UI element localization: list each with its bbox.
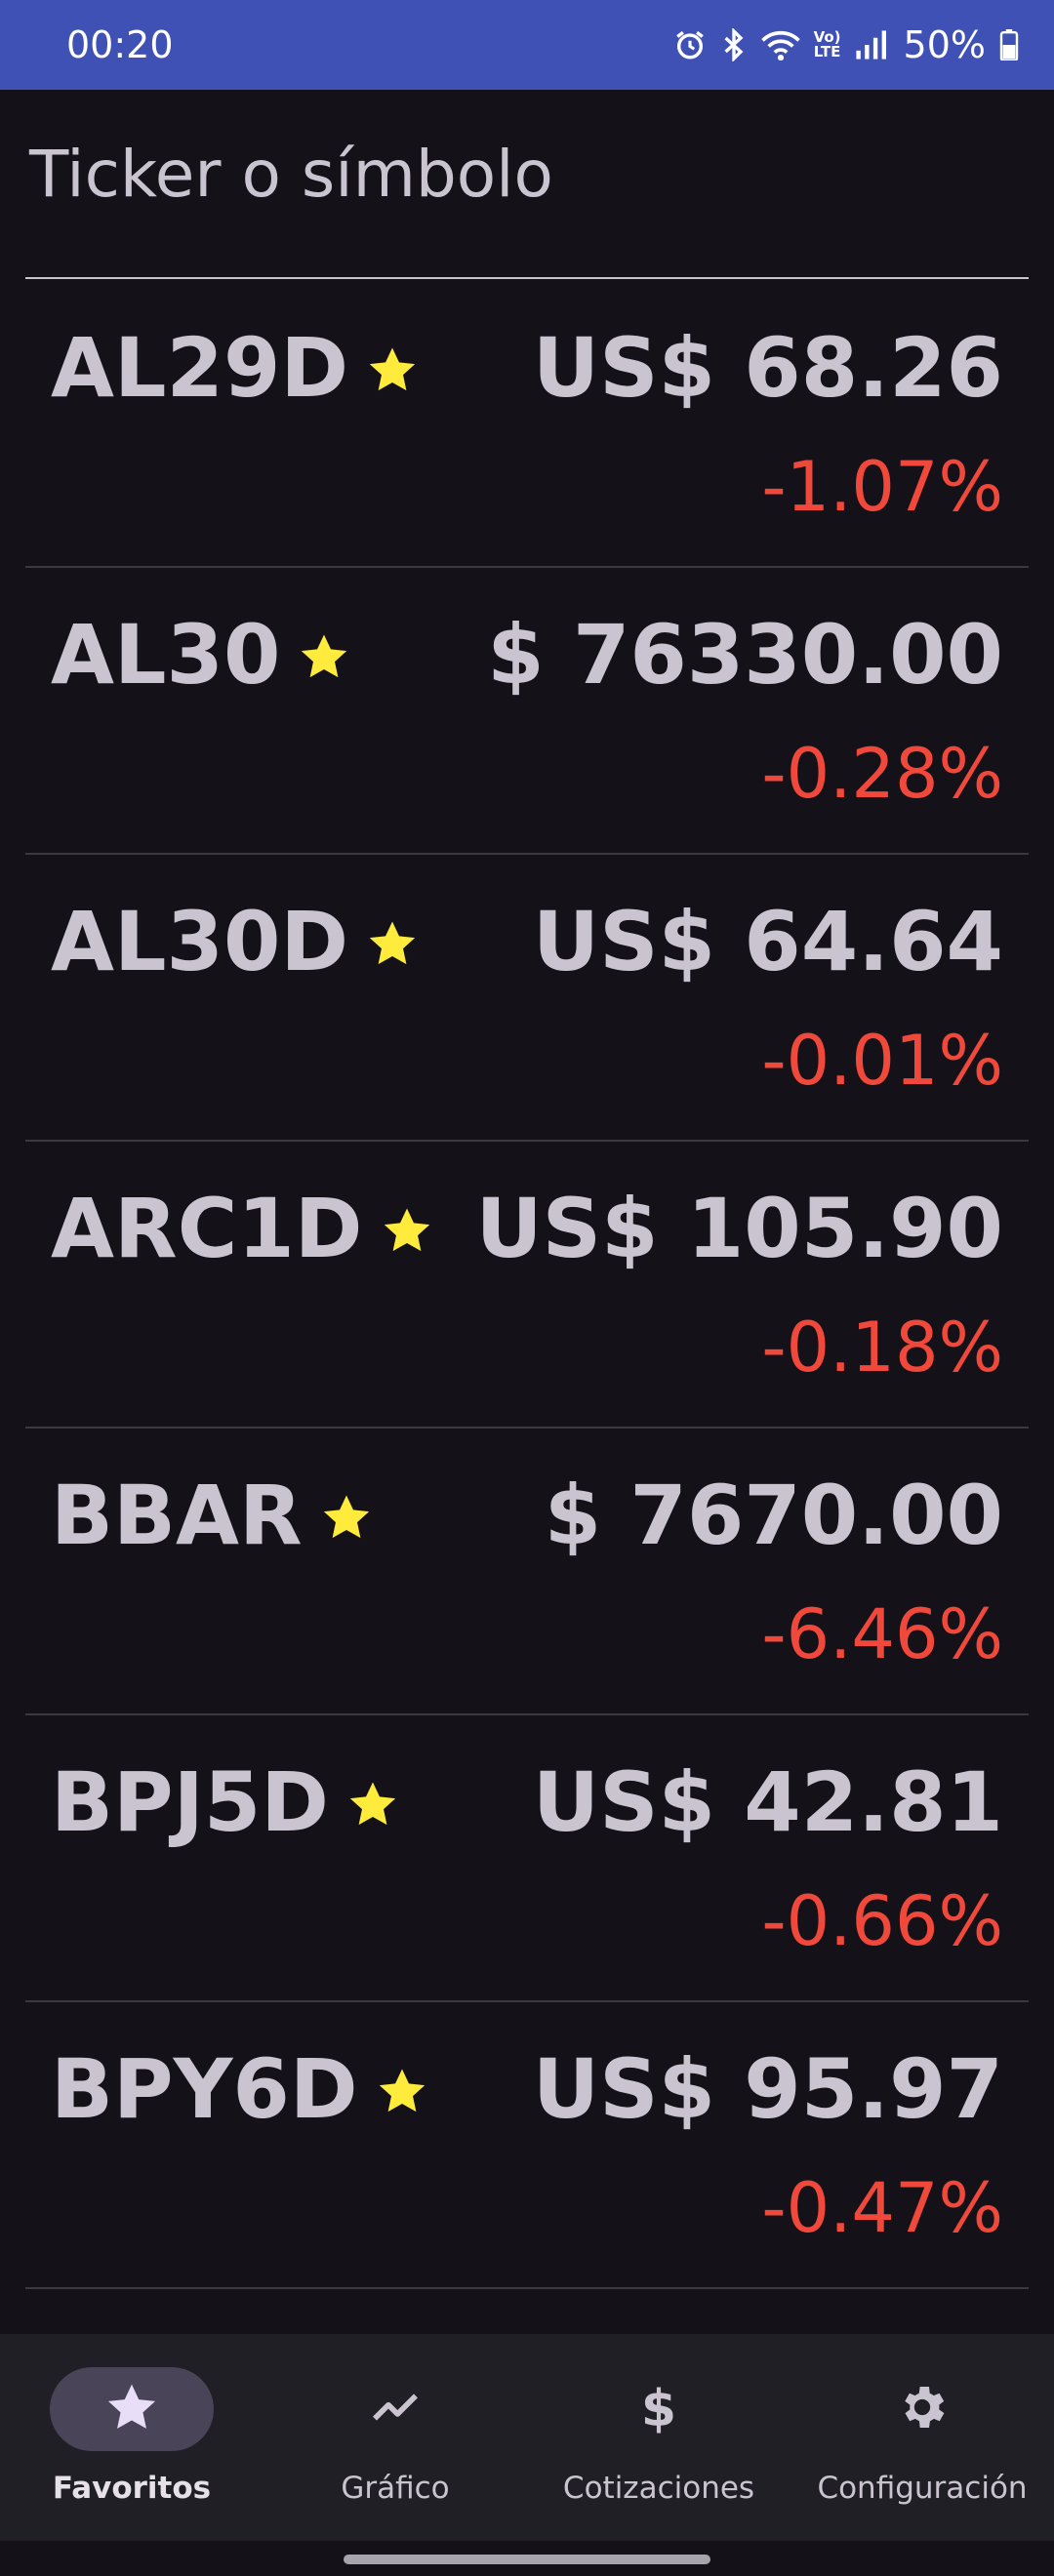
volte-icon: Vo) LTE (814, 30, 841, 60)
nav-icon-container: $ (577, 2367, 741, 2451)
dollar-icon: $ (640, 2380, 677, 2438)
quote-price: US$ 42.81 (532, 1754, 1003, 1850)
star-icon (104, 2380, 159, 2439)
quote-change: -0.28% (761, 734, 1003, 814)
nav-label: Gráfico (341, 2471, 450, 2506)
quote-change: -6.46% (761, 1594, 1003, 1674)
volte-top-label: Vo) (813, 28, 841, 46)
quote-change: -0.47% (761, 2168, 1003, 2248)
ticker-label: AL29D (51, 320, 349, 416)
gesture-handle[interactable] (344, 2555, 710, 2564)
quote-row[interactable]: AL29D US$ 68.26 -1.07% (25, 281, 1029, 568)
quote-row[interactable]: AL30 $ 76330.00 -0.28% (25, 568, 1029, 855)
ticker-symbol: AL30 (51, 607, 350, 703)
quote-change: -0.66% (761, 1881, 1003, 1961)
favorite-star-icon[interactable] (366, 894, 419, 989)
signal-icon (855, 30, 886, 60)
bluetooth-icon (720, 28, 748, 61)
battery-percent: 50% (903, 23, 986, 66)
quote-price: US$ 105.90 (475, 1181, 1003, 1276)
ticker-label: ARC1D (51, 1181, 363, 1276)
search-placeholder: Ticker o símbolo (29, 136, 553, 212)
quote-row[interactable]: BPJ5D US$ 42.81 -0.66% (25, 1715, 1029, 2002)
ticker-label: BBAR (51, 1468, 303, 1563)
status-time: 00:20 (66, 23, 174, 66)
nav-label: Configuración (817, 2471, 1028, 2506)
ticker-symbol: AL30D (51, 894, 419, 989)
nav-icon-container (840, 2367, 1004, 2451)
wifi-icon (760, 28, 800, 61)
volte-bottom-label: LTE (813, 43, 841, 60)
search-input[interactable]: Ticker o símbolo (25, 90, 1029, 279)
alarm-icon (673, 28, 707, 61)
gear-icon (895, 2380, 950, 2439)
status-icons: Vo) LTE 50% (673, 23, 1019, 66)
nav-icon-container (313, 2367, 477, 2451)
status-bar: 00:20 Vo) LTE 50% (0, 0, 1054, 90)
quote-price: $ 76330.00 (487, 607, 1003, 703)
quote-price: $ 7670.00 (544, 1468, 1003, 1563)
quote-row[interactable]: BBAR $ 7670.00 -6.46% (25, 1429, 1029, 1715)
quote-row[interactable]: ARC1D US$ 105.90 -0.18% (25, 1142, 1029, 1429)
quote-change: -0.01% (761, 1021, 1003, 1101)
quote-price: US$ 95.97 (532, 2041, 1003, 2137)
ticker-label: AL30 (51, 607, 281, 703)
favorite-star-icon[interactable] (346, 1754, 399, 1850)
nav-active-indicator (50, 2367, 214, 2451)
nav-item-cotizaciones[interactable]: $ Cotizaciones (527, 2334, 790, 2541)
ticker-symbol: BPJ5D (51, 1754, 399, 1850)
nav-item-favoritos[interactable]: Favoritos (0, 2334, 264, 2541)
favorite-star-icon[interactable] (381, 1181, 433, 1276)
quote-row[interactable]: BPY6D US$ 95.97 -0.47% (25, 2002, 1029, 2289)
nav-label: Cotizaciones (562, 2471, 755, 2506)
ticker-label: BPY6D (51, 2041, 358, 2137)
nav-item-grafico[interactable]: Gráfico (264, 2334, 527, 2541)
nav-label: Favoritos (52, 2471, 212, 2506)
favorite-star-icon[interactable] (366, 320, 419, 416)
quote-price: US$ 64.64 (532, 894, 1003, 989)
favorite-star-icon[interactable] (376, 2041, 428, 2137)
quotes-list[interactable]: AL29D US$ 68.26 -1.07% AL30 $ 76330.00 -… (25, 281, 1029, 2289)
ticker-symbol: BBAR (51, 1468, 373, 1563)
quote-row[interactable]: AL30D US$ 64.64 -0.01% (25, 855, 1029, 1142)
favorite-star-icon[interactable] (320, 1468, 373, 1563)
ticker-symbol: AL29D (51, 320, 419, 416)
ticker-label: AL30D (51, 894, 349, 989)
nav-item-configuracion[interactable]: Configuración (790, 2334, 1054, 2541)
quote-change: -1.07% (761, 447, 1003, 527)
quote-change: -0.18% (761, 1308, 1003, 1388)
bottom-navigation: Favoritos Gráfico $ Cotizaciones Configu… (0, 2334, 1054, 2541)
quote-price: US$ 68.26 (532, 320, 1003, 416)
ticker-symbol: BPY6D (51, 2041, 428, 2137)
ticker-symbol: ARC1D (51, 1181, 433, 1276)
battery-icon (999, 29, 1019, 60)
ticker-label: BPJ5D (51, 1754, 330, 1850)
chart-line-icon (368, 2380, 423, 2439)
favorite-star-icon[interactable] (298, 607, 350, 703)
